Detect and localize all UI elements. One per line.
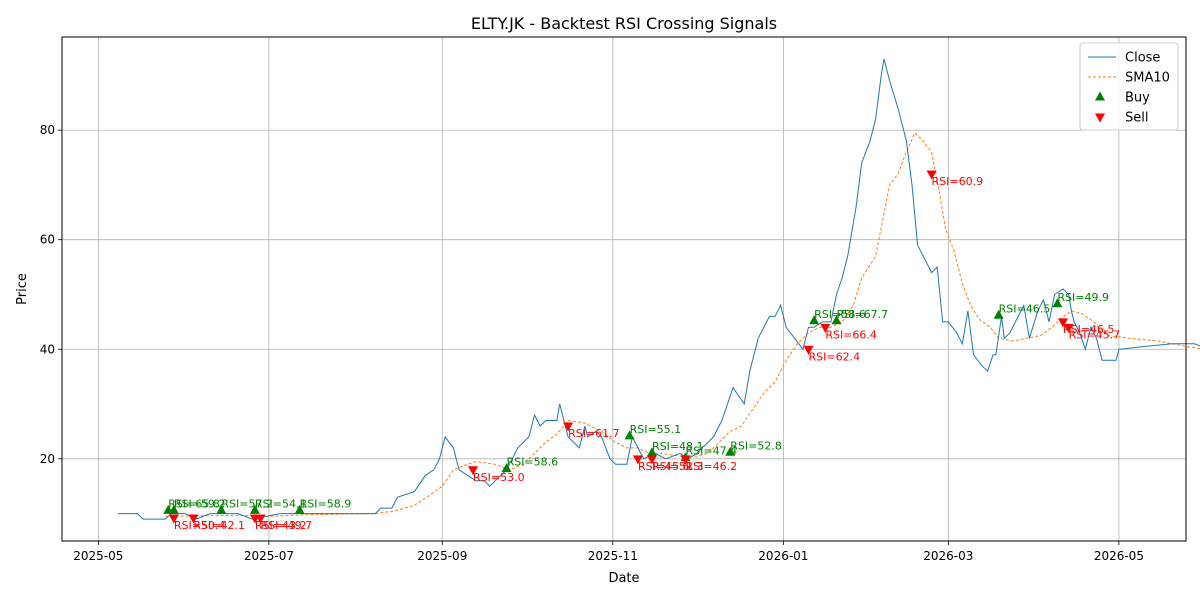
- y-tick-label: 80: [40, 123, 55, 137]
- x-tick-label: 2025-09: [417, 549, 467, 563]
- y-axis-label: Price: [15, 273, 30, 305]
- sell-label: RSI=60.9: [932, 175, 984, 188]
- y-tick-label: 40: [40, 342, 55, 356]
- y-tick-label: 60: [40, 233, 55, 247]
- sell-label: RSI=49.7: [261, 519, 313, 532]
- x-tick-label: 2025-05: [73, 549, 123, 563]
- sell-label: RSI=45.7: [1069, 328, 1121, 341]
- legend-label: Buy: [1125, 91, 1150, 106]
- buy-label: RSI=67.7: [836, 308, 888, 321]
- sell-label: RSI=53.0: [473, 471, 525, 484]
- sell-label: RSI=66.4: [825, 328, 877, 341]
- y-tick-label: 20: [40, 452, 55, 466]
- x-tick-label: 2025-11: [588, 549, 638, 563]
- chart-title: ELTY.JK - Backtest RSI Crossing Signals: [471, 14, 777, 33]
- legend: Close SMA10 Buy Sell: [1080, 43, 1178, 130]
- sell-label: RSI=46.2: [686, 460, 738, 473]
- buy-label: RSI=58.9: [300, 497, 352, 510]
- sell-label: RSI=61.7: [568, 427, 620, 440]
- x-tick-label: 2026-01: [758, 549, 808, 563]
- legend-label: Sell: [1125, 111, 1148, 126]
- buy-label: RSI=46.5: [999, 302, 1051, 315]
- x-tick-label: 2026-03: [923, 549, 973, 563]
- x-tick-label: 2026-05: [1094, 549, 1144, 563]
- buy-label: RSI=58.6: [507, 456, 559, 469]
- legend-label: Close: [1125, 51, 1160, 66]
- buy-label: RSI=49.9: [1057, 291, 1109, 304]
- sell-label: RSI=42.1: [193, 519, 245, 532]
- legend-label: SMA10: [1125, 71, 1170, 86]
- buy-label: RSI=52.8: [730, 439, 782, 452]
- x-tick-label: 2025-07: [244, 549, 294, 563]
- buy-label: RSI=59.2: [174, 497, 226, 510]
- buy-label: RSI=55.1: [630, 423, 682, 436]
- x-axis-label: Date: [608, 571, 639, 586]
- sell-label: RSI=62.4: [809, 350, 861, 363]
